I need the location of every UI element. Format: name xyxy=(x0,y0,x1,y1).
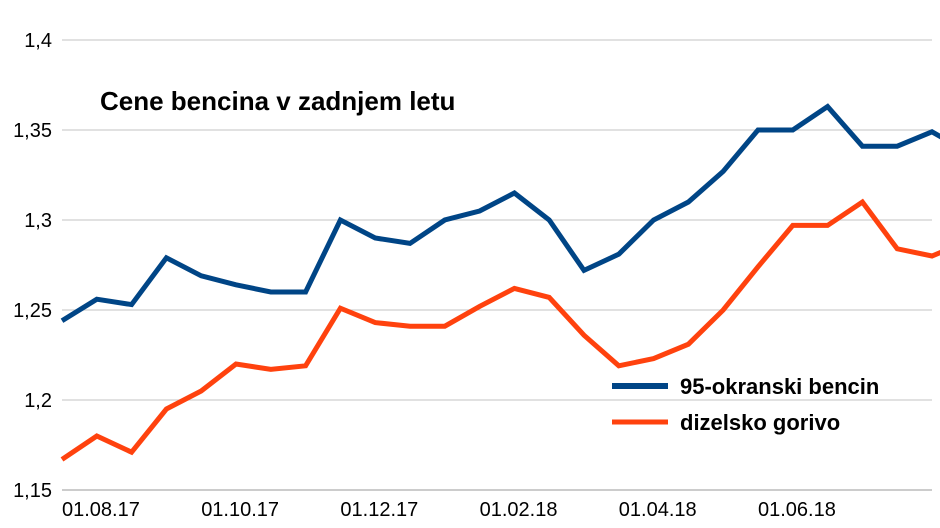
ytick-label: 1,3 xyxy=(24,210,52,232)
chart-container: 1,15 1,2 1,25 1,3 1,35 1,4 01.08.17 01.10.17 01.… xyxy=(0,0,940,528)
legend-label-dizel: dizelsko gorivo xyxy=(680,410,840,435)
ytick-label: 1,4 xyxy=(24,30,52,52)
xtick-label: 01.08.17 xyxy=(62,499,140,521)
xtick-label: 01.06.18 xyxy=(758,499,836,521)
line-chart: 1,15 1,2 1,25 1,3 1,35 1,4 01.08.17 01.10.17 01.… xyxy=(0,0,940,528)
xtick-label: 01.10.17 xyxy=(201,499,279,521)
legend-label-bencin95: 95-okranski bencin xyxy=(680,374,879,399)
ytick-label: 1,2 xyxy=(24,390,52,412)
xtick-label: 01.12.17 xyxy=(340,499,418,521)
chart-background xyxy=(0,0,940,528)
ytick-label: 1,25 xyxy=(13,300,52,322)
chart-title: Cene bencina v zadnjem letu xyxy=(100,86,455,116)
xtick-label: 01.04.18 xyxy=(619,499,697,521)
ytick-label: 1,15 xyxy=(13,480,52,502)
ytick-label: 1,35 xyxy=(13,120,52,142)
xtick-label: 01.02.18 xyxy=(480,499,558,521)
